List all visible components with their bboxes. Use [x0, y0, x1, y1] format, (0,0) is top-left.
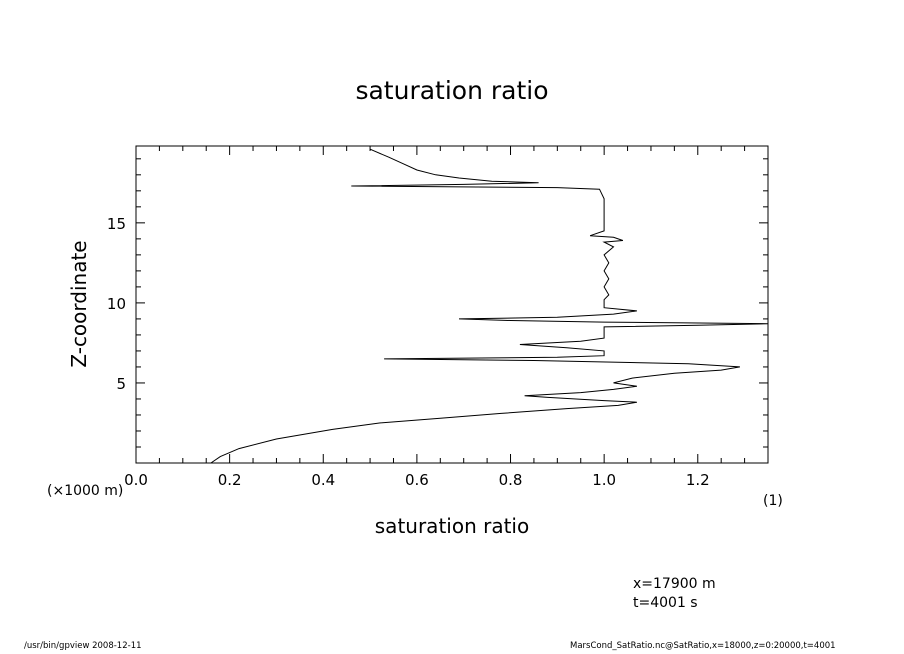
param-t-readout: t=4001 s	[633, 595, 698, 611]
x-tick-label: 0.6	[405, 471, 429, 489]
y-tick-label: 15	[107, 215, 126, 233]
series-line	[210, 148, 769, 464]
x-axis-label: saturation ratio	[374, 514, 530, 538]
x-axis-unit: (1)	[763, 493, 783, 509]
chart-title: saturation ratio	[355, 76, 549, 105]
x-tick-label: 1.2	[686, 471, 710, 489]
x-tick-label: 0.8	[499, 471, 523, 489]
footer-left-text: /usr/bin/gpview 2008-12-11	[24, 641, 142, 651]
x-tick-label: 0.2	[218, 471, 242, 489]
footer-right-text: MarsCond_SatRatio.nc@SatRatio,x=18000,z=…	[570, 641, 836, 651]
param-x-readout: x=17900 m	[633, 576, 716, 592]
x-tick-label: 1.0	[592, 471, 616, 489]
plot-frame	[135, 145, 769, 464]
y-tick-label: 5	[116, 375, 126, 393]
y-axis-label: Z-coordinate	[67, 240, 91, 368]
x-tick-label: 0.4	[311, 471, 335, 489]
y-axis-unit: (×1000 m)	[47, 483, 124, 499]
x-tick-label: 0.0	[124, 471, 148, 489]
y-tick-label: 10	[107, 295, 126, 313]
